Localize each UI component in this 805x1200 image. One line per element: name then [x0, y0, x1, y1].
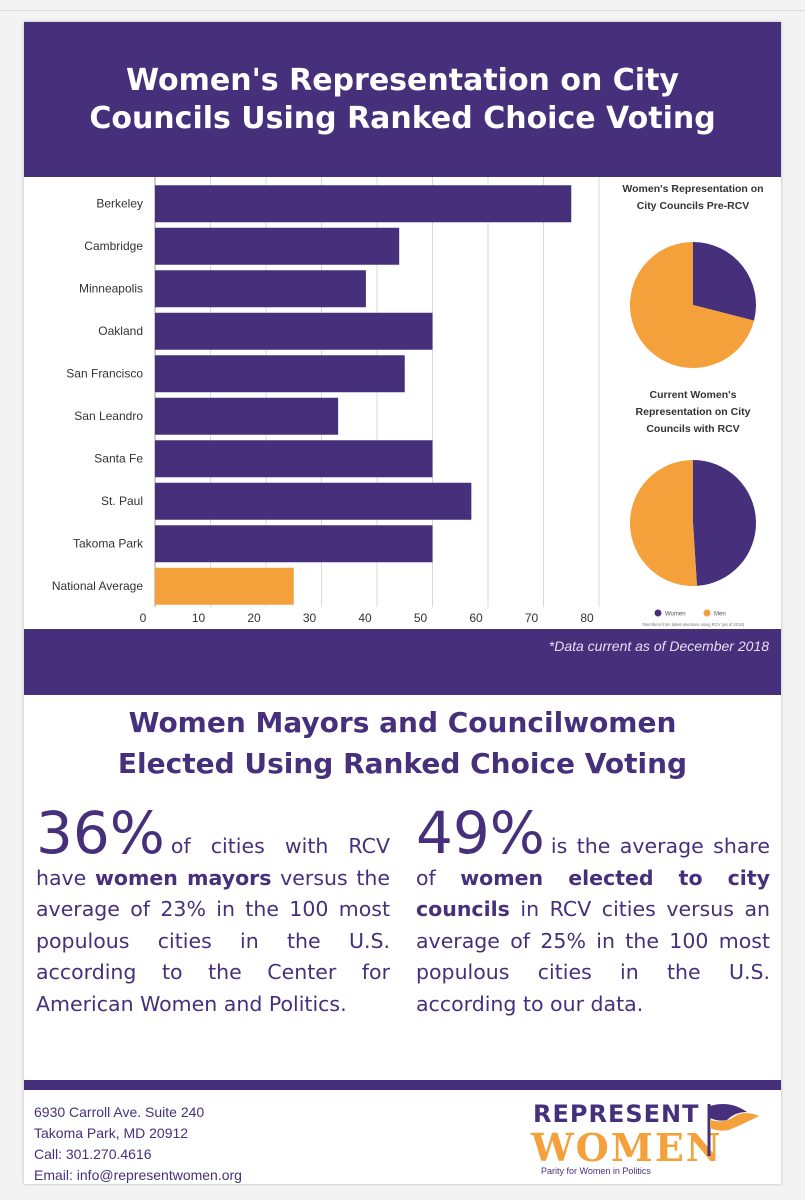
top-divider: [0, 10, 805, 11]
bar: [155, 397, 339, 435]
bar-category-label: Oakland: [98, 324, 143, 338]
pie-slice: [693, 460, 757, 586]
section-subtitle: Women Mayors and Councilwomen Elected Us…: [24, 702, 781, 784]
logo-tagline: Parity for Women in Politics: [541, 1166, 651, 1176]
legend-label: Women: [665, 612, 686, 618]
x-tick-label: 60: [469, 611, 483, 625]
pie-slice: [630, 460, 697, 586]
bar: [155, 525, 433, 563]
page-title: Women's Representation on City Councils …: [89, 62, 716, 136]
pie-slice: [630, 242, 755, 368]
flag-icon: [707, 1104, 759, 1156]
address-street: 6930 Carroll Ave. Suite 240: [34, 1104, 205, 1120]
bar-category-label: Cambridge: [84, 239, 143, 253]
bar-category-label: San Leandro: [74, 409, 143, 423]
stat-mayors-text-1: of cities with RCV have: [36, 834, 390, 890]
pie-slice: [693, 242, 756, 321]
stat-councils-bold: women elected to city councils: [416, 865, 770, 922]
x-tick-label: 70: [525, 611, 539, 625]
stat-mayors-number: 36%: [36, 799, 165, 867]
bar-chart: Berkeley Cambridge Minneapolis Oakland San F…: [52, 177, 600, 625]
infographic-card: Women's Representation on City Councils …: [24, 22, 781, 1184]
bar-category-label: Santa Fe: [94, 451, 143, 465]
bar: [155, 185, 572, 223]
pie-title: Councils with RCV: [646, 423, 739, 435]
x-tick-label: 20: [247, 611, 261, 625]
pie-title: Representation on City: [636, 406, 751, 418]
address-email[interactable]: Email: info@representwomen.org: [34, 1167, 242, 1183]
address-phone: Call: 301.270.4616: [34, 1146, 152, 1162]
pie-title: City Councils Pre-RCV: [637, 200, 750, 212]
title-banner: Women's Representation on City Councils …: [24, 22, 781, 177]
bar: [155, 227, 400, 265]
contact-address: 6930 Carroll Ave. Suite 240 Takoma Park,…: [34, 1102, 242, 1186]
stat-mayors-bold: women mayors: [94, 865, 272, 890]
stat-councils: 49% is the average share of women elected…: [416, 804, 770, 1020]
note-band: *Data current as of December 2018: [24, 629, 781, 695]
address-city: Takoma Park, MD 20912: [34, 1125, 189, 1141]
bar: [155, 482, 472, 520]
logo-represent: REPRESENT: [533, 1100, 700, 1128]
bar-category-label: National Average: [52, 579, 144, 593]
stat-councils-number: 49%: [416, 799, 545, 867]
x-tick-label: 50: [414, 611, 428, 625]
pie-footnote: *Members from latest elections using RCV…: [642, 622, 745, 627]
bar: [155, 355, 405, 393]
x-tick-label: 10: [192, 611, 206, 625]
footer-bar: [24, 1080, 781, 1090]
legend-swatch: [654, 609, 662, 617]
x-tick-label: 40: [358, 611, 372, 625]
represent-women-logo: REPRESENT WOMEN Parity for Women in Poli…: [529, 1100, 769, 1180]
bar-category-label: San Francisco: [66, 366, 143, 380]
legend-label: Men: [714, 612, 726, 618]
pie-title: Current Women's: [650, 389, 737, 401]
bar-category-label: St. Paul: [101, 494, 143, 508]
bar: [155, 440, 433, 478]
x-tick-label: 30: [303, 611, 317, 625]
pie-title: Women's Representation on: [622, 183, 763, 195]
subtitle-line-1: Women Mayors and Councilwomen: [128, 706, 677, 739]
stat-mayors-text-2: versus the average of 23% in the 100 mos…: [36, 865, 390, 1016]
chart-area: Berkeley Cambridge Minneapolis Oakland San F…: [24, 177, 781, 629]
bar: [155, 567, 294, 605]
pie-charts: Women's Representation on City Councils P…: [622, 183, 763, 627]
stat-councils-text-2: in RCV cities versus an average of 25% i…: [416, 897, 770, 1016]
subtitle-line-2: Elected Using Ranked Choice Voting: [117, 747, 688, 780]
legend-swatch: [703, 609, 711, 617]
stat-mayors: 36% of cities with RCV have women mayors …: [36, 804, 390, 1020]
bar: [155, 270, 366, 308]
logo-women: WOMEN: [531, 1125, 723, 1170]
bar-category-label: Berkeley: [96, 196, 143, 210]
x-tick-label: 80: [580, 611, 594, 625]
bar: [155, 312, 433, 350]
stat-councils-text-1: is the average share of: [416, 834, 770, 890]
bar-category-label: Takoma Park: [73, 536, 144, 550]
data-note: *Data current as of December 2018: [548, 638, 769, 654]
x-tick-label: 0: [140, 611, 147, 625]
bar-category-label: Minneapolis: [79, 281, 143, 295]
